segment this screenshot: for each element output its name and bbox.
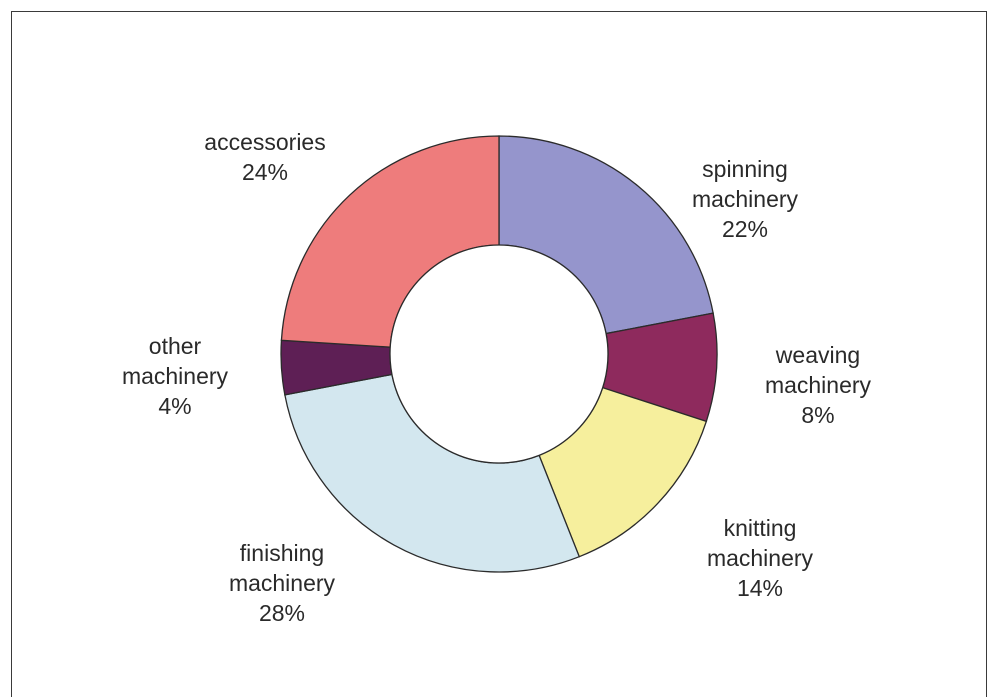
- slice-name-line: knitting: [724, 515, 797, 541]
- slice-name-line: machinery: [692, 186, 799, 212]
- slice-label-weaving-machinery: weaving machinery 8%: [765, 342, 872, 428]
- slice-value-label: 22%: [722, 216, 768, 242]
- slice-value-label: 14%: [737, 575, 783, 601]
- slice-label-accessories: accessories 24%: [204, 129, 325, 185]
- slice-name-line: weaving: [775, 342, 860, 368]
- slice-value-label: 24%: [242, 159, 288, 185]
- slice-name-line: other: [149, 333, 202, 359]
- donut-hole: [389, 244, 609, 464]
- slice-value-label: 8%: [801, 402, 834, 428]
- slice-name-line: machinery: [229, 570, 336, 596]
- chart-frame: [11, 11, 987, 697]
- slice-name-line: spinning: [702, 156, 788, 182]
- slice-label-knitting-machinery: knitting machinery 14%: [707, 515, 814, 601]
- slice-name-line: machinery: [707, 545, 814, 571]
- slice-name-line: accessories: [204, 129, 325, 155]
- slice-label-spinning-machinery: spinning machinery 22%: [692, 156, 799, 242]
- slice-value-label: 28%: [259, 600, 305, 626]
- slice-name-line: finishing: [240, 540, 324, 566]
- slice-label-other-machinery: other machinery 4%: [122, 333, 229, 419]
- slice-name-line: machinery: [765, 372, 872, 398]
- slice-label-finishing-machinery: finishing machinery 28%: [229, 540, 336, 626]
- slice-value-label: 4%: [158, 393, 191, 419]
- slice-name-line: machinery: [122, 363, 229, 389]
